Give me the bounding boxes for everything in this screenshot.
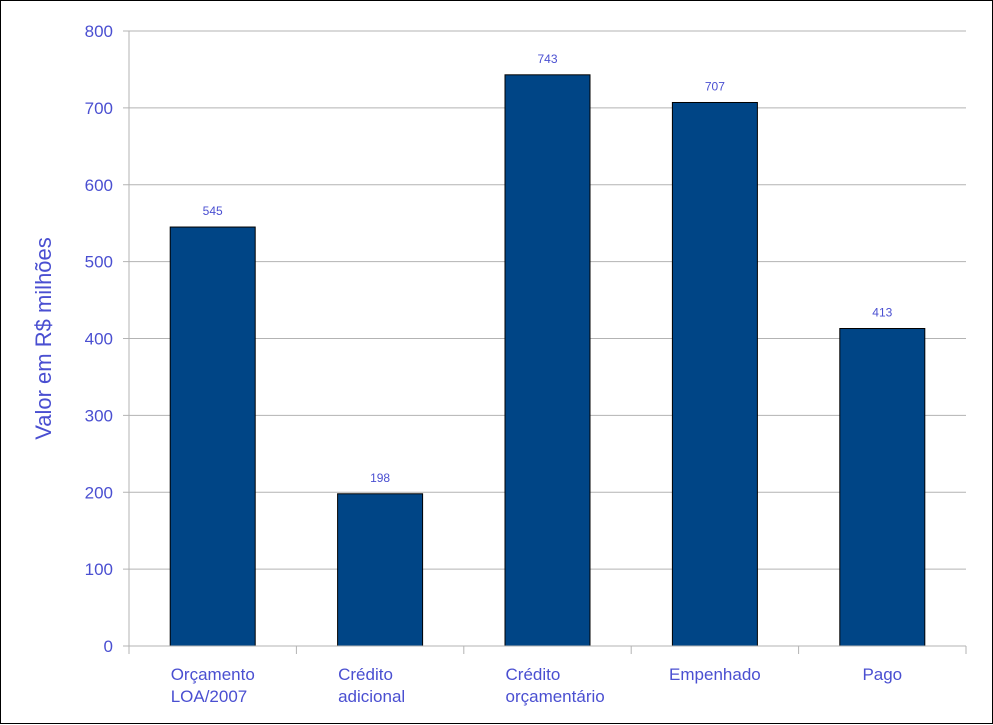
y-tick-label: 800 — [85, 22, 113, 41]
x-tick-label: Crédito adicional — [338, 665, 405, 706]
data-label: 413 — [872, 306, 892, 320]
y-tick-label: 600 — [85, 176, 113, 195]
x-tick-label-line: Orçamento — [171, 665, 255, 684]
axes — [123, 30, 967, 654]
bar — [337, 493, 424, 647]
data-label: 707 — [705, 79, 725, 93]
y-axis-title: Valor em R$ milhões — [31, 237, 56, 440]
x-tick-label-line: adicional — [338, 687, 405, 706]
data-label: 545 — [203, 204, 223, 218]
x-tick-label-line: Empenhado — [669, 665, 761, 684]
y-tick-label: 500 — [85, 253, 113, 272]
x-tick-label-line: Crédito — [506, 665, 561, 684]
bar — [671, 101, 758, 647]
y-tick-label: 0 — [104, 637, 113, 656]
y-tick-label: 100 — [85, 560, 113, 579]
x-tick-label: Orçamento LOA/2007 — [171, 665, 255, 706]
x-tick-label: Empenhado — [669, 665, 761, 684]
y-tick-label: 200 — [85, 483, 113, 502]
bars — [169, 74, 926, 647]
y-tick-label: 700 — [85, 99, 113, 118]
x-tick-label-line: Pago — [862, 665, 902, 684]
bar — [839, 328, 926, 647]
y-tick-label: 400 — [85, 330, 113, 349]
x-tick-label-line: LOA/2007 — [171, 687, 248, 706]
data-label: 198 — [370, 471, 390, 485]
labels: 0 100 200 300 400 500 600 700 800 545 Orçamento LOA… — [85, 22, 903, 706]
bar — [504, 74, 591, 647]
data-label: 743 — [537, 52, 557, 66]
x-tick-label: Pago — [862, 665, 902, 684]
x-tick-label-line: orçamentário — [506, 687, 605, 706]
x-tick-label: Crédito orçamentário — [506, 665, 605, 706]
y-tick-label: 300 — [85, 406, 113, 425]
bar — [169, 226, 256, 647]
x-tick-label-line: Crédito — [338, 665, 393, 684]
